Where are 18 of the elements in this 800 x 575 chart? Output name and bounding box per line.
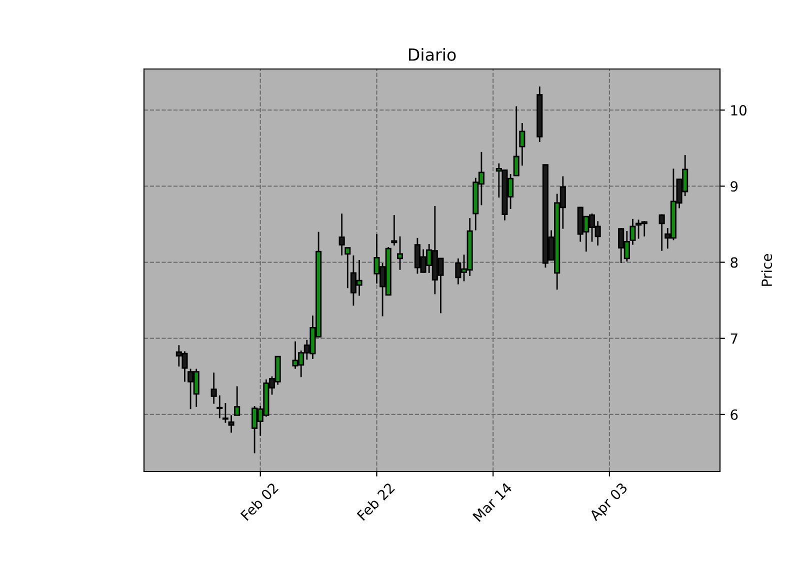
y-axis-title: Price [761, 254, 772, 286]
y-tick-label: 7 [730, 334, 738, 344]
x-tick-label: Feb 22 [356, 482, 396, 521]
y-tick-label: 6 [730, 409, 738, 420]
x-tick-label: Apr 03 [588, 482, 630, 524]
candlestick [210, 372, 217, 404]
y-tick-label: 9 [730, 181, 738, 192]
candlestick [658, 214, 665, 252]
candlestick [216, 394, 223, 419]
y-tick-label: 8 [730, 257, 738, 268]
candlestick [222, 402, 228, 424]
candlestick [228, 414, 234, 434]
x-tick-label: Mar 14 [472, 482, 512, 522]
chart-title: Diario [408, 48, 456, 61]
candlestick [234, 386, 240, 416]
candlestick [519, 122, 526, 166]
x-tick-label: Feb 02 [240, 482, 279, 521]
y-tick-label: 10 [731, 105, 746, 116]
